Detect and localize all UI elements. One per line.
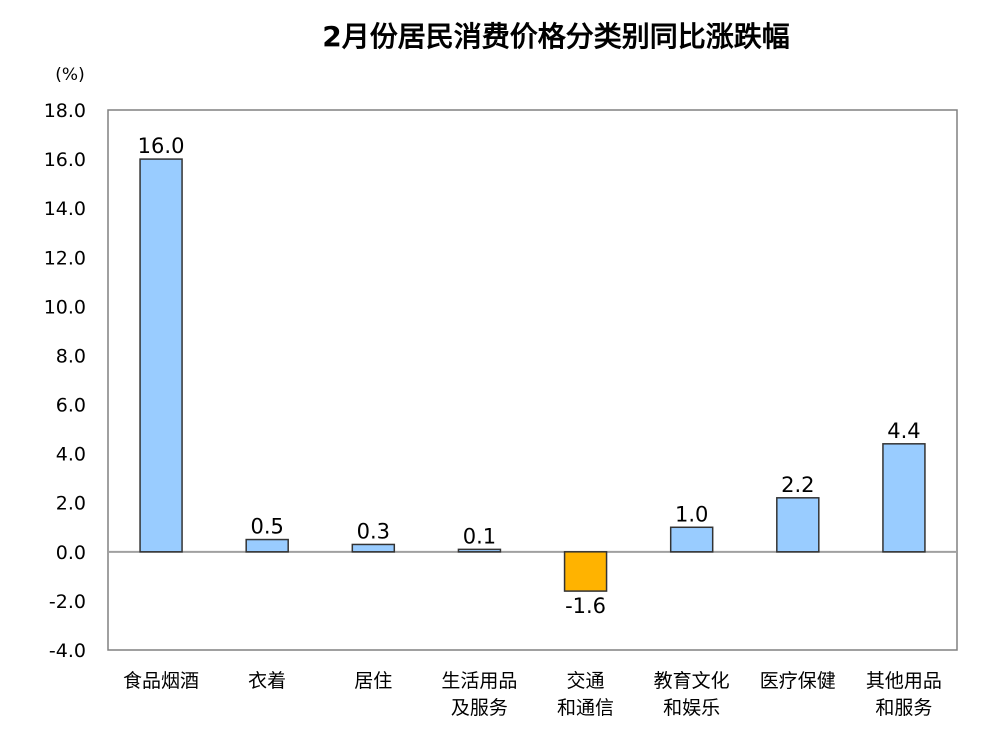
y-tick-label: -4.0	[49, 640, 86, 662]
bar-value-label: 0.5	[250, 515, 283, 539]
bar-value-label: 0.1	[463, 524, 496, 548]
bar	[245, 538, 289, 553]
bar-value-label: 4.4	[887, 419, 920, 443]
x-category-label: 和服务	[875, 697, 932, 719]
y-tick-label: 0.0	[56, 542, 86, 564]
y-tick-label: -2.0	[49, 591, 86, 613]
y-axis-unit-label: (%)	[55, 65, 84, 85]
y-axis-tick-labels: 18.0 16.0 14.0 12.0 10.0 8.0 6.0 4.0 2.0 0.0 -2.0 -…	[44, 100, 86, 662]
x-category-label: 衣着	[248, 670, 286, 692]
bar	[563, 551, 608, 592]
x-category-label: 及服务	[451, 697, 508, 719]
y-tick-label: 18.0	[44, 100, 86, 122]
y-tick-label: 4.0	[56, 444, 86, 466]
x-category-label: 生活用品	[441, 670, 517, 692]
plot-area-frame	[107, 109, 958, 651]
y-tick-label: 14.0	[44, 198, 86, 220]
bar-value-label: 2.2	[781, 473, 814, 497]
x-category-label: 居住	[354, 670, 392, 692]
y-tick-label: 8.0	[56, 345, 86, 367]
y-tick-label: 16.0	[44, 149, 86, 171]
bar	[776, 497, 820, 553]
bar-value-label: 0.3	[357, 519, 390, 543]
bar	[457, 548, 502, 553]
bars-group	[139, 158, 926, 592]
y-tick-label: 10.0	[44, 296, 86, 318]
bar-value-label: 16.0	[138, 134, 185, 158]
x-category-label: 其他用品	[866, 670, 942, 692]
bar-value-label: 1.0	[675, 502, 708, 526]
y-tick-label: 12.0	[44, 247, 86, 269]
bar	[351, 543, 396, 553]
bar	[669, 526, 714, 553]
y-tick-label: 2.0	[56, 493, 86, 515]
x-category-label: 和通信	[557, 697, 614, 719]
x-category-label: 交通	[567, 670, 605, 692]
bar	[882, 443, 926, 553]
x-category-label: 食品烟酒	[123, 670, 199, 692]
y-tick-label: 6.0	[56, 395, 86, 417]
x-category-label: 教育文化	[654, 670, 730, 692]
value-labels-group: 16.0 0.5 0.3 0.1 -1.6 1.0 2.2 4.4	[138, 134, 921, 618]
x-category-label: 和娱乐	[663, 697, 720, 719]
x-category-label: 医疗保健	[760, 670, 836, 692]
chart-title: 2月份居民消费价格分类别同比涨跌幅	[322, 20, 789, 53]
bar	[139, 158, 183, 553]
bar-value-label: -1.6	[565, 594, 606, 618]
